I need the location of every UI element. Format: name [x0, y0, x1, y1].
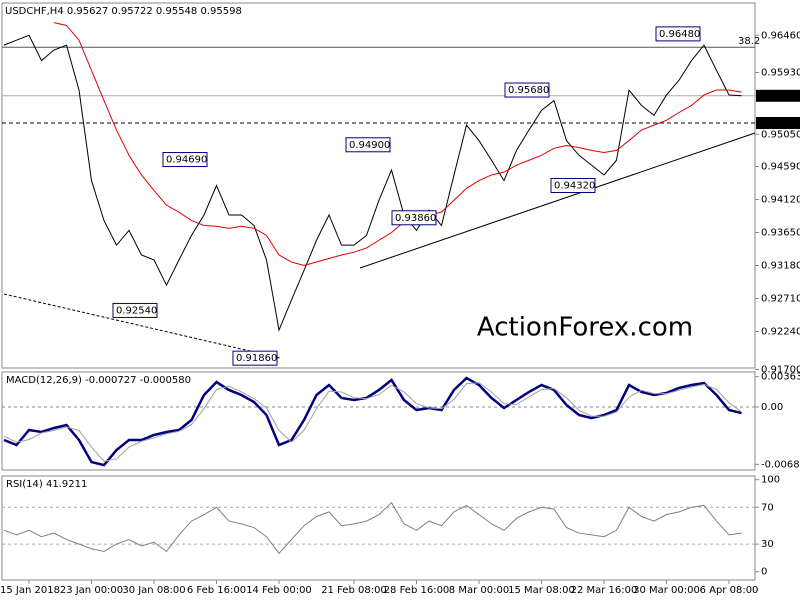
x-tick-label: 28 Feb 16:00	[384, 585, 450, 596]
annotation-box	[655, 26, 701, 42]
price-label: 0.95210	[759, 118, 800, 129]
annotation-box	[504, 82, 550, 98]
annotation-label: 0.91860	[236, 353, 277, 364]
fib-label: 38.2	[738, 36, 760, 47]
rsi-frame	[1, 475, 756, 581]
annotation-label: 0.93860	[395, 213, 436, 224]
annotation-label: 0.94320	[554, 181, 595, 192]
x-tick-label: 14 Feb 00:00	[246, 585, 312, 596]
x-tick-label: 6 Feb 16:00	[187, 585, 246, 596]
price-label: 0.95598	[759, 91, 800, 102]
x-tick-label: 22 Mar 16:00	[571, 585, 638, 596]
y-tick-label: 100	[761, 475, 780, 486]
y-tick-label: 0.93650	[761, 228, 800, 239]
series-line	[3, 376, 742, 467]
price-box	[756, 89, 800, 102]
y-tick-label: 0.91700	[761, 364, 800, 375]
y-tick-label: 0.94120	[761, 195, 800, 206]
y-tick-label: 30	[761, 539, 774, 550]
rsi-title: RSI(14) 41.9211	[6, 479, 87, 490]
y-tick-label: 0.92240	[761, 327, 800, 338]
annotation-box	[112, 302, 158, 318]
x-tick-label: 15 Mar 08:00	[508, 585, 575, 596]
x-tick-label: 8 Mar 00:00	[449, 585, 509, 596]
macd-frame	[1, 371, 756, 471]
annotation-box	[232, 350, 278, 366]
y-tick-label: 0.95930	[761, 67, 800, 78]
y-tick-label: 0.94590	[761, 162, 800, 173]
annotation-box	[162, 152, 208, 168]
x-tick-label: 30 Mar 00:00	[633, 585, 700, 596]
annotation-label: 0.94900	[349, 140, 390, 151]
macd-title: MACD(12,26,9) -0.000727 -0.000580	[6, 375, 191, 386]
series-line	[3, 34, 742, 332]
x-tick-label: 23 Jan 00:00	[60, 585, 123, 596]
y-tick-label: 0.00	[761, 402, 783, 413]
y-tick-label: 0.95050	[761, 129, 800, 140]
y-tick-label: 0.96460	[761, 30, 800, 41]
annotation-box	[345, 137, 391, 153]
watermark: ActionForex.com	[477, 313, 693, 343]
series-line	[3, 382, 742, 462]
series-line	[3, 501, 742, 555]
y-tick-label: -0.006858	[761, 459, 800, 470]
price-box	[756, 117, 800, 130]
annotation-label: 0.96480	[659, 29, 700, 40]
y-tick-label: 0	[761, 567, 767, 578]
annotation-label: 0.95680	[508, 85, 549, 96]
chart-title: USDCHF,H4 0.95627 0.95722 0.95548 0.9559…	[5, 6, 242, 17]
trend-line	[3, 293, 281, 359]
annotation-box	[391, 210, 437, 226]
y-tick-label: 0.003638	[761, 372, 800, 383]
trend-line	[359, 132, 756, 269]
y-tick-label: 0.92710	[761, 294, 800, 305]
y-tick-label: 0.93180	[761, 261, 800, 272]
x-tick-label: 21 Feb 08:00	[321, 585, 387, 596]
x-tick-label: 6 Apr 08:00	[700, 585, 759, 596]
annotation-label: 0.92540	[116, 305, 157, 316]
price-frame	[1, 2, 756, 369]
annotation-box	[550, 178, 596, 193]
annotation-label: 0.94690	[166, 155, 207, 166]
x-tick-label: 30 Jan 08:00	[122, 585, 185, 596]
series-line	[53, 22, 742, 267]
x-tick-label: 15 Jan 2018	[0, 585, 60, 596]
y-tick-label: 70	[761, 502, 774, 513]
